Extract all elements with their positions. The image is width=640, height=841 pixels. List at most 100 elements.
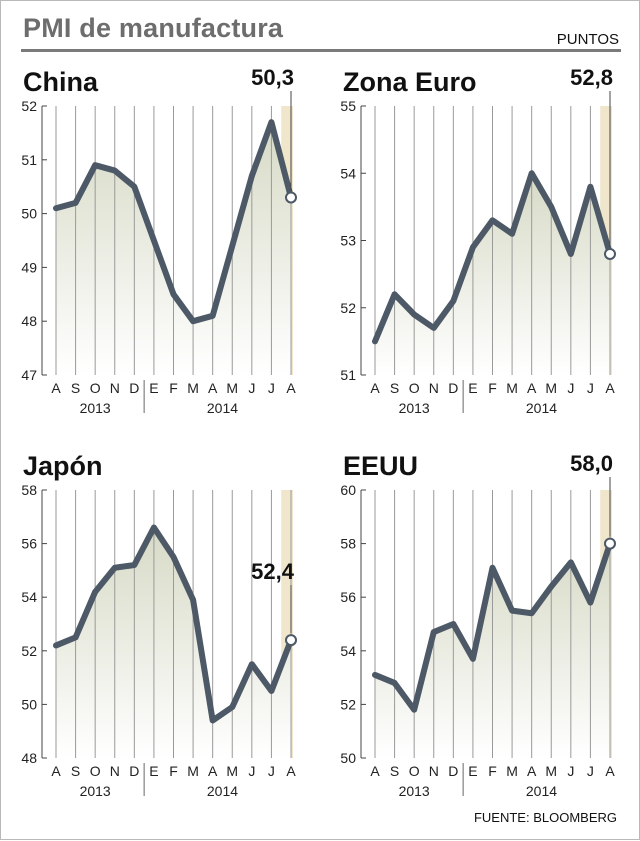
x-tick-label: O	[90, 380, 101, 396]
y-tick-label: 47	[21, 367, 37, 383]
x-tick-label: S	[71, 763, 80, 779]
y-tick-label: 50	[21, 206, 37, 222]
x-tick-label: M	[187, 763, 199, 779]
y-tick-label: 54	[340, 643, 356, 659]
x-tick-label: F	[488, 380, 497, 396]
data-point	[588, 600, 593, 605]
x-tick-label: A	[527, 380, 537, 396]
x-tick-label: A	[370, 763, 380, 779]
x-tick-label: E	[468, 763, 477, 779]
x-tick-label: F	[169, 763, 178, 779]
data-point	[431, 630, 436, 635]
page-title: PMI de manufactura	[23, 13, 284, 43]
data-point	[412, 312, 417, 317]
y-tick-label: 52	[340, 696, 356, 712]
x-tick-label: A	[208, 380, 218, 396]
data-point	[249, 173, 254, 178]
data-point	[230, 705, 235, 710]
data-point	[210, 313, 215, 318]
data-point	[249, 662, 254, 667]
x-tick-label: O	[90, 763, 101, 779]
year-label: 2013	[80, 400, 111, 416]
data-point	[510, 608, 515, 613]
x-tick-label: F	[169, 380, 178, 396]
y-tick-label: 52	[21, 98, 37, 114]
x-tick-label: S	[390, 380, 399, 396]
x-tick-label: F	[488, 763, 497, 779]
x-tick-label: A	[527, 763, 537, 779]
y-tick-label: 56	[340, 589, 356, 605]
data-point	[451, 299, 456, 304]
y-tick-label: 58	[21, 482, 37, 498]
latest-value-label: 52,4	[251, 559, 295, 584]
data-point	[171, 555, 176, 559]
data-point	[568, 560, 573, 565]
latest-value-label: 58,0	[570, 451, 613, 476]
y-tick-label: 49	[21, 259, 37, 275]
x-tick-label: J	[567, 763, 574, 779]
data-point	[230, 243, 235, 248]
x-tick-label: A	[286, 380, 296, 396]
latest-month-band	[281, 490, 293, 758]
data-point	[93, 163, 98, 168]
x-tick-label: J	[268, 380, 275, 396]
x-tick-label: J	[268, 763, 275, 779]
x-tick-label: A	[208, 763, 218, 779]
year-label: 2013	[399, 400, 430, 416]
data-point	[93, 589, 98, 594]
x-tick-label: N	[429, 380, 439, 396]
x-tick-label: M	[506, 763, 518, 779]
data-point	[112, 565, 117, 570]
x-tick-label: O	[409, 763, 420, 779]
x-tick-label: M	[187, 380, 199, 396]
x-tick-label: A	[51, 380, 61, 396]
data-point	[451, 622, 456, 626]
data-point	[269, 689, 274, 693]
y-tick-label: 53	[340, 233, 356, 249]
data-point	[392, 680, 397, 685]
data-point	[470, 245, 475, 250]
x-tick-label: A	[370, 380, 380, 396]
x-tick-label: M	[226, 380, 238, 396]
data-point	[529, 171, 534, 176]
data-point	[132, 563, 137, 568]
x-tick-label: A	[605, 763, 615, 779]
y-tick-label: 60	[340, 482, 356, 498]
x-tick-label: J	[567, 380, 574, 396]
latest-value-marker	[604, 537, 616, 550]
units-label: PUNTOS	[556, 31, 619, 48]
year-label: 2014	[207, 783, 238, 799]
x-tick-label: M	[226, 763, 238, 779]
data-point	[151, 525, 156, 530]
data-point	[171, 292, 176, 297]
y-tick-label: 55	[340, 98, 356, 114]
data-point	[151, 238, 156, 243]
data-point	[54, 206, 58, 211]
data-point	[54, 643, 58, 648]
x-tick-label: E	[149, 763, 158, 779]
source-label: FUENTE: BLOOMBERG	[473, 810, 617, 825]
latest-value-marker	[285, 634, 297, 647]
y-tick-label: 50	[21, 696, 37, 712]
latest-value-marker	[285, 191, 297, 204]
data-point	[73, 635, 78, 640]
x-tick-label: O	[409, 380, 420, 396]
y-tick-label: 56	[21, 536, 37, 552]
x-tick-label: E	[468, 380, 477, 396]
panel-title: Japón	[23, 451, 103, 481]
data-point	[529, 611, 534, 616]
x-tick-label: N	[110, 380, 120, 396]
x-tick-label: S	[390, 763, 399, 779]
data-point	[392, 292, 397, 297]
y-tick-label: 54	[21, 589, 37, 605]
year-label: 2014	[526, 783, 557, 799]
x-tick-label: D	[129, 380, 139, 396]
y-tick-label: 51	[21, 152, 37, 168]
x-tick-label: A	[51, 763, 61, 779]
x-tick-label: M	[545, 763, 557, 779]
